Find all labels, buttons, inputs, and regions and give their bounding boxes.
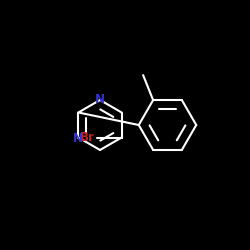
Text: N: N (95, 93, 105, 106)
Text: Br: Br (80, 131, 95, 144)
Text: N: N (73, 132, 83, 144)
